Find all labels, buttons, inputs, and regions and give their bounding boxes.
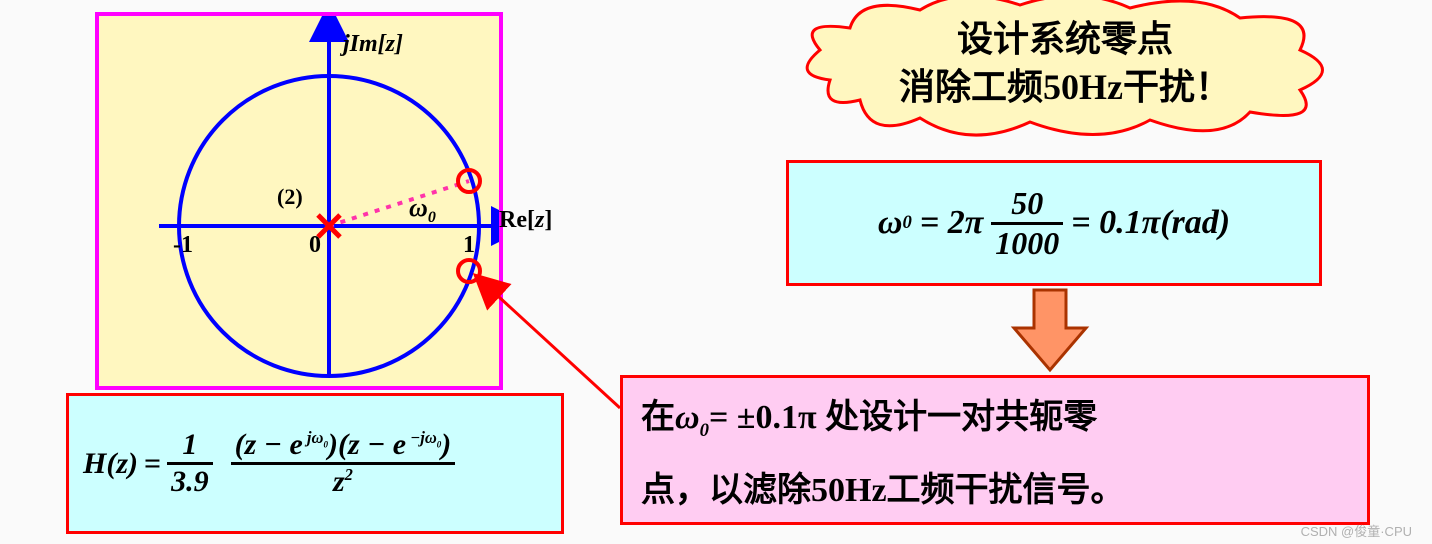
hz-coef-frac: 1 3.9 (167, 428, 213, 499)
origin-label: 0 (309, 232, 321, 258)
pos1-label: 1 (463, 232, 475, 258)
conclusion-line1: 在ω0= ±0.1π 处设计一对共轭零 (641, 388, 1349, 461)
hz-formula-box: H(z) = 1 3.9 (z − e jω0)(z − e −jω0) z2 (66, 393, 564, 534)
hz-lhs: H(z) (83, 447, 138, 481)
hz-eq: = (144, 447, 161, 481)
neg1-label: -1 (173, 232, 193, 258)
conclusion-line2: 点，以滤除50Hz工频干扰信号。 (641, 461, 1349, 521)
pole-mult-label: (2) (277, 184, 303, 209)
svg-text:jIm[z]: jIm[z] (339, 31, 403, 57)
down-arrow-icon (1010, 288, 1090, 378)
omega0-formula-box: ω0 = 2π 50 1000 = 0.1π(rad) (786, 160, 1322, 286)
zplane-svg: jIm[z] Re[z] -1 1 0 (2) ω0 (99, 16, 499, 386)
zplane-panel: jIm[z] Re[z] -1 1 0 (2) ω0 (95, 12, 503, 390)
cloud-callout: 设计系统零点 消除工频50Hz干扰！ (780, 0, 1350, 150)
svg-text:ω0: ω0 (409, 193, 436, 226)
hz-main-frac: (z − e jω0)(z − e −jω0) z2 (231, 428, 456, 499)
re-label-overflow: Re[z] (499, 207, 552, 234)
conclusion-box: 在ω0= ±0.1π 处设计一对共轭零 点，以滤除50Hz工频干扰信号。 (620, 375, 1370, 525)
watermark: CSDN @俊童·CPU (1301, 521, 1412, 540)
cloud-line2: 消除工频50Hz干扰！ (780, 63, 1350, 111)
cloud-line1: 设计系统零点 (780, 15, 1350, 63)
